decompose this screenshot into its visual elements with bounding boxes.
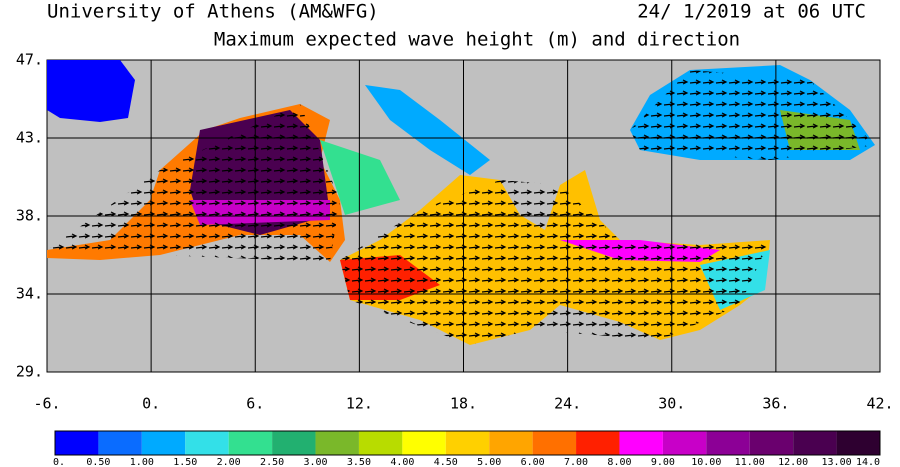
colorbar-swatch	[706, 431, 750, 455]
colorbar-label: 8.00	[607, 457, 631, 467]
colorbar-swatch	[272, 431, 316, 455]
grid	[47, 60, 880, 372]
colorbar-label: 1.00	[130, 457, 154, 467]
colorbar-label: 6.00	[521, 457, 545, 467]
colorbar-label: 2.00	[217, 457, 241, 467]
colorbar-label: 7.00	[564, 457, 588, 467]
adriatic	[365, 85, 490, 175]
colorbar-swatch	[445, 431, 490, 455]
colorbar-label: 11.00	[735, 457, 765, 467]
lon-label: 12.	[346, 395, 373, 413]
colorbar-label: 0.	[53, 457, 65, 467]
colorbar-swatch	[141, 431, 186, 455]
colorbar-label: 4.00	[390, 457, 414, 467]
colorbar-swatch	[532, 431, 577, 455]
tyrrhenian	[320, 140, 400, 215]
colorbar-label: 2.50	[260, 457, 284, 467]
lon-label: 42.	[866, 395, 893, 413]
colorbar-swatch	[228, 431, 273, 455]
colorbar-label: 3.50	[347, 457, 371, 467]
colorbar-swatch	[793, 431, 837, 455]
colorbar-swatch	[576, 431, 620, 455]
lon-label: 6.	[246, 395, 264, 413]
colorbar-swatch	[402, 431, 446, 455]
colorbar-label: 0.50	[86, 457, 110, 467]
colorbar-swatch	[662, 431, 707, 455]
seas	[47, 60, 875, 345]
colorbar-label: 12.00	[778, 457, 808, 467]
colorbar-swatch	[98, 431, 142, 455]
colorbar-swatch	[489, 431, 533, 455]
colorbar-frame	[54, 430, 881, 456]
colorbar-label: 4.50	[434, 457, 458, 467]
colorbar-swatch	[315, 431, 359, 455]
colorbar-label: 14.0	[856, 457, 880, 467]
colorbar-label: 10.00	[691, 457, 721, 467]
lon-label: 18.	[450, 395, 477, 413]
lat-label: 38.	[16, 207, 43, 225]
colorbar-label: 3.00	[303, 457, 327, 467]
lon-label: 0.	[142, 395, 160, 413]
axis-labels: 47. 43. 38. 34. 29. -6. 0. 6. 12. 18. 24. 30. 36. 42.	[16, 51, 894, 413]
lon-label: -6.	[33, 395, 60, 413]
lat-label: 47.	[16, 51, 43, 69]
lon-label: 30.	[658, 395, 685, 413]
lat-label: 29.	[16, 363, 43, 381]
colorbar-swatch	[358, 431, 403, 455]
colorbar-swatch	[55, 431, 99, 455]
header-right: 24/ 1/2019 at 06 UTC	[637, 1, 866, 23]
colorbar-label: 13.00	[822, 457, 852, 467]
lon-label: 36.	[762, 395, 789, 413]
colorbar: 0. 0.50 1.00 1.50 2.00 2.50 3.00 3.50 4.00 4.50 5.…	[53, 430, 881, 467]
colorbar-swatch	[836, 431, 880, 455]
lon-label: 24.	[554, 395, 581, 413]
lat-label: 34.	[16, 285, 43, 303]
colorbar-label: 1.50	[173, 457, 197, 467]
colorbar-swatch	[619, 431, 663, 455]
map-title: Maximum expected wave height (m) and dir…	[214, 29, 740, 51]
colorbar-label: 5.00	[477, 457, 501, 467]
colorbar-swatch	[749, 431, 794, 455]
header-left: University of Athens (AM&WFG)	[47, 1, 379, 23]
direction-arrows	[47, 70, 875, 345]
colorbar-swatch	[185, 431, 229, 455]
biscay-sea	[47, 60, 135, 122]
lat-label: 43.	[16, 129, 43, 147]
colorbar-label: 9.00	[651, 457, 675, 467]
